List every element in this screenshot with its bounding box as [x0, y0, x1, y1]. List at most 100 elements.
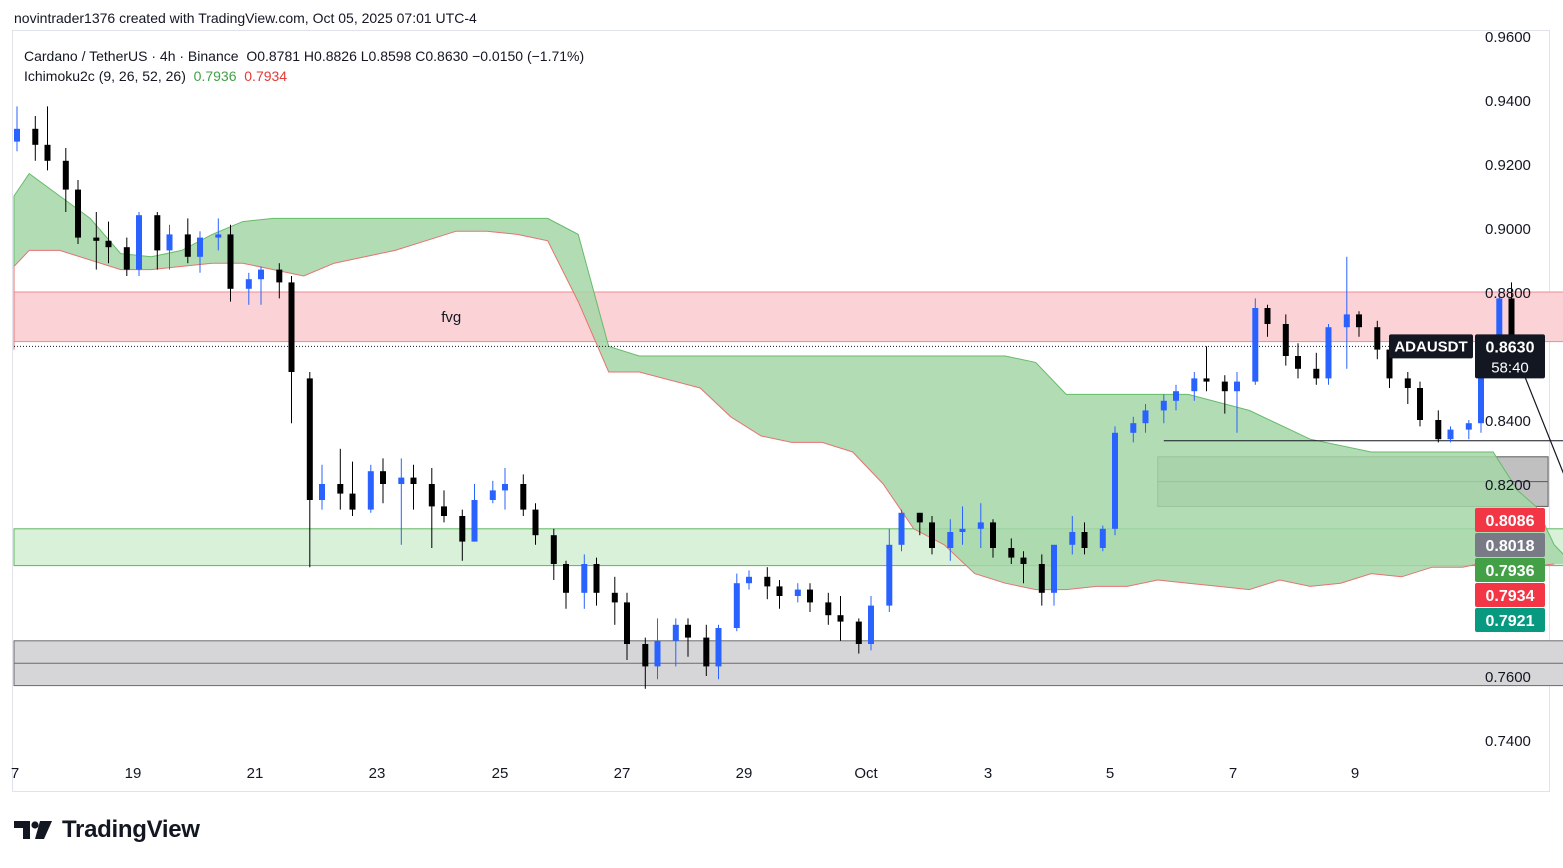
fvg-label: fvg — [441, 309, 461, 326]
price-tag — [1475, 558, 1545, 582]
tradingview-logo[interactable]: TradingView — [14, 816, 200, 844]
candle-body — [62, 160, 69, 190]
candle-body — [1160, 400, 1167, 411]
candle-body — [1008, 548, 1015, 558]
candle-body — [428, 484, 435, 507]
candle-body — [184, 234, 191, 257]
candle-body — [14, 128, 20, 142]
candle-body — [563, 564, 569, 593]
candle-body — [947, 532, 954, 548]
y-tick-label: 0.8800 — [1485, 285, 1531, 302]
candle-body — [1112, 432, 1118, 529]
fvg-zone — [13, 291, 1563, 343]
candle-body — [1051, 544, 1057, 593]
candle-body — [794, 589, 801, 596]
candle-body — [1447, 429, 1454, 440]
candle-body — [746, 576, 752, 584]
candle-body — [1234, 381, 1240, 392]
candle-body — [197, 237, 203, 257]
candle-body — [32, 128, 39, 145]
indicator-value-1: 0.7936 — [193, 68, 237, 84]
x-tick-label: 7 — [1229, 765, 1237, 782]
x-tick-label: 27 — [614, 765, 631, 782]
candle-body — [459, 516, 466, 542]
candle-body — [1252, 308, 1259, 382]
candle-body — [1069, 532, 1076, 545]
candle-body — [1343, 314, 1350, 328]
y-tick-label: 0.7400 — [1485, 733, 1531, 750]
candle-body — [1508, 298, 1515, 347]
price-tag — [1475, 608, 1545, 632]
candle-body — [166, 234, 173, 251]
x-tick-label: 7 — [11, 765, 19, 782]
ichimoku-cloud — [14, 173, 1563, 590]
indicator-title: Ichimoku2c (9, 26, 52, 26) — [24, 68, 186, 84]
candle-body — [776, 586, 783, 596]
tradingview-logo-icon — [14, 821, 52, 839]
candle-body — [886, 544, 893, 606]
candle-body — [764, 576, 771, 587]
chart-legend: Cardano / TetherUS · 4h · Binance O0.878… — [24, 46, 584, 86]
candle-body — [520, 484, 527, 510]
price-tag — [1475, 583, 1545, 607]
symbol-tag-label: ADAUSDT — [1394, 338, 1467, 355]
candle-body — [471, 500, 478, 542]
candle-body — [1221, 381, 1228, 392]
candle-body — [276, 269, 283, 283]
candle-body — [105, 240, 112, 248]
candle-body — [1404, 378, 1411, 388]
candle-body — [837, 615, 844, 622]
candle-body — [550, 535, 557, 564]
y-tick-label: 0.8200 — [1485, 477, 1531, 494]
candle-body — [349, 493, 356, 510]
candle-body — [624, 602, 630, 644]
candle-body — [611, 592, 618, 603]
candle-body — [1282, 324, 1289, 356]
candle-body — [337, 484, 344, 494]
candle-body — [916, 512, 923, 523]
attribution-text: novintrader1376 created with TradingView… — [14, 10, 477, 26]
y-tick-label: 0.8400 — [1485, 413, 1531, 430]
ohlc-high: H0.8826 — [303, 48, 357, 64]
candle-body — [825, 602, 832, 616]
candle-body — [703, 637, 710, 667]
price-tag — [1475, 508, 1545, 532]
last-price-tag — [1475, 334, 1545, 379]
candle-body — [581, 564, 588, 593]
candle-body — [245, 279, 252, 289]
candle-body — [733, 583, 740, 628]
price-tag-label: 0.8018 — [1486, 538, 1535, 555]
cloud-lower-line — [13, 230, 1555, 591]
projection-path — [1510, 342, 1563, 474]
candle-body — [654, 640, 661, 667]
candle-body — [1081, 532, 1088, 548]
candle-body — [868, 605, 874, 644]
candle-body — [123, 247, 130, 270]
x-tick-label: 23 — [369, 765, 386, 782]
candle-body — [532, 509, 539, 536]
candle-body — [855, 621, 862, 644]
candle-body — [441, 506, 447, 516]
y-tick-label: 0.7600 — [1485, 669, 1531, 686]
y-tick-label: 0.9200 — [1485, 157, 1531, 174]
candle-body — [367, 471, 374, 510]
candle-body — [410, 477, 417, 484]
x-tick-label: 19 — [125, 765, 142, 782]
candle-body — [319, 484, 325, 500]
candle-body — [1191, 378, 1198, 392]
symbol-title: Cardano / TetherUS · 4h · Binance — [24, 48, 239, 64]
candle-body — [672, 624, 679, 641]
candle-body — [1386, 349, 1393, 379]
candle-body — [715, 628, 722, 667]
candle-body — [258, 269, 264, 280]
candle-body — [1142, 410, 1149, 424]
candle-body — [593, 564, 600, 593]
symbol-tag — [1389, 334, 1473, 359]
candle-body — [306, 378, 313, 500]
candle-body — [1099, 528, 1106, 548]
candle-body — [489, 490, 496, 500]
candle-body — [1465, 423, 1472, 430]
price-tag-label: 0.7921 — [1486, 613, 1535, 630]
candle-body — [380, 471, 386, 484]
